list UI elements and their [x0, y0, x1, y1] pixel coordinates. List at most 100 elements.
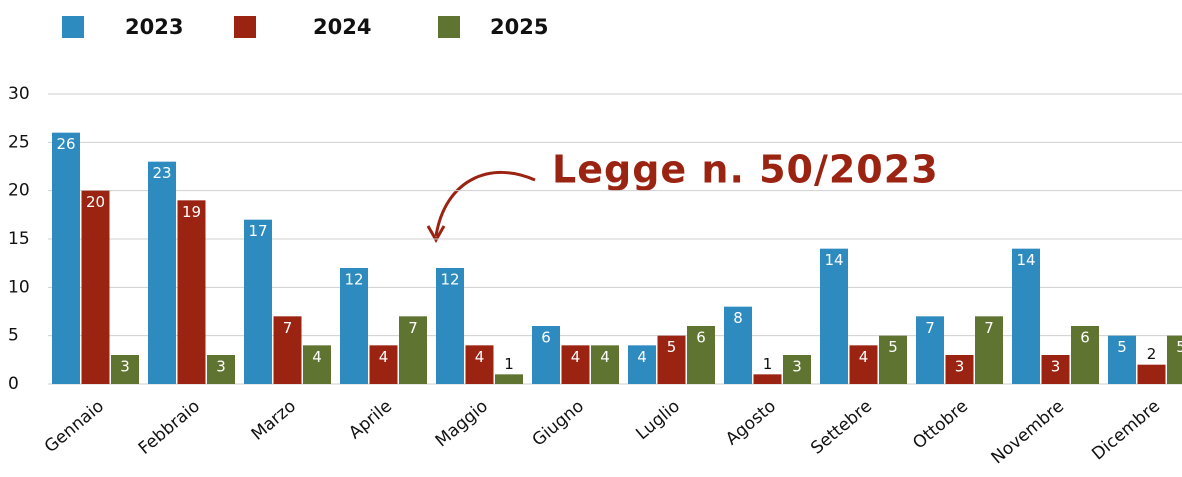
- value-label: 7: [925, 319, 935, 337]
- bar: [303, 345, 331, 384]
- bar: [207, 355, 235, 384]
- value-label: 23: [152, 164, 171, 182]
- x-tick-label: Gennaio: [41, 396, 108, 457]
- value-label: 5: [1117, 338, 1127, 356]
- x-tick-label: Settebre: [807, 396, 876, 458]
- value-label: 1: [763, 355, 773, 373]
- value-label: 4: [637, 348, 647, 366]
- bar: [52, 132, 80, 384]
- bar: [687, 326, 715, 384]
- bar: [1108, 335, 1136, 384]
- bar: [273, 316, 302, 384]
- bar: [1071, 326, 1099, 384]
- legend-label: 2024: [313, 15, 371, 39]
- bar: [879, 335, 907, 384]
- value-label: 4: [600, 348, 610, 366]
- value-label: 7: [984, 319, 994, 337]
- x-tick-label: Aprile: [345, 396, 396, 443]
- value-label: 7: [283, 319, 293, 337]
- value-label: 17: [248, 222, 267, 240]
- x-tick-label: Luglio: [632, 396, 684, 444]
- value-label: 2: [1147, 345, 1157, 363]
- value-label: 4: [571, 348, 581, 366]
- bar: [81, 190, 110, 384]
- legend-label: 2023: [125, 15, 183, 39]
- value-label: 3: [955, 358, 965, 376]
- legend-swatch: [62, 16, 84, 38]
- bar: [849, 345, 878, 384]
- bar: [628, 345, 656, 384]
- bar: [399, 316, 427, 384]
- y-tick-label: 20: [8, 181, 30, 201]
- value-label: 3: [792, 358, 802, 376]
- bar: [783, 355, 811, 384]
- bar: [753, 374, 782, 384]
- annotation-arrowhead: [426, 225, 446, 244]
- x-tick-label: Novembre: [988, 396, 1068, 468]
- bar: [495, 374, 523, 384]
- bar: [111, 355, 139, 384]
- bar: [820, 248, 848, 384]
- y-tick-label: 15: [8, 229, 30, 249]
- value-label: 26: [56, 135, 75, 153]
- value-label: 4: [379, 348, 389, 366]
- x-tick-label: Maggio: [432, 396, 492, 451]
- x-tick-label: Dicembre: [1088, 396, 1164, 464]
- bar: [1012, 248, 1040, 384]
- value-label: 14: [1016, 251, 1035, 269]
- y-tick-label: 0: [8, 374, 19, 394]
- x-tick-label: Marzo: [248, 396, 300, 444]
- legend-swatch: [234, 16, 256, 38]
- bar: [1167, 335, 1182, 384]
- bar: [975, 316, 1003, 384]
- bar: [340, 268, 368, 384]
- value-label: 7: [408, 319, 418, 337]
- value-label: 3: [1051, 358, 1061, 376]
- value-label: 6: [1080, 329, 1090, 347]
- annotation-arrow: [434, 170, 536, 237]
- bar: [724, 306, 752, 384]
- value-label: 5: [888, 338, 898, 356]
- value-label: 6: [696, 329, 706, 347]
- value-label: 20: [86, 193, 105, 211]
- value-label: 12: [344, 271, 363, 289]
- legend-swatch: [438, 16, 460, 38]
- value-label: 3: [216, 358, 226, 376]
- bar: [1137, 364, 1166, 384]
- value-label: 12: [440, 271, 459, 289]
- bar: [244, 219, 272, 384]
- x-tick-label: Giugno: [529, 396, 588, 450]
- value-label: 5: [667, 338, 677, 356]
- value-label: 4: [475, 348, 485, 366]
- value-label: 3: [120, 358, 130, 376]
- bar: [945, 355, 974, 384]
- value-label: 4: [312, 348, 322, 366]
- bar: [177, 200, 206, 384]
- x-tick-label: Ottobre: [909, 396, 972, 453]
- value-label: 5: [1176, 338, 1182, 356]
- y-tick-label: 5: [8, 326, 19, 346]
- bar: [465, 345, 494, 384]
- bar: [148, 161, 176, 384]
- x-tick-label: Agosto: [722, 396, 780, 449]
- bar: [436, 268, 464, 384]
- bar: [916, 316, 944, 384]
- bar: [369, 345, 398, 384]
- legend-label: 2025: [490, 15, 548, 39]
- bar: [1041, 355, 1070, 384]
- value-label: 1: [504, 355, 514, 373]
- value-label: 6: [541, 329, 551, 347]
- bar: [561, 345, 590, 384]
- annotation: Legge n. 50/2023: [552, 148, 939, 192]
- value-label: 8: [733, 309, 743, 327]
- y-tick-label: 25: [8, 132, 30, 152]
- bar: [532, 326, 560, 384]
- value-label: 14: [824, 251, 843, 269]
- value-label: 19: [182, 203, 201, 221]
- value-label: 4: [859, 348, 869, 366]
- y-tick-label: 30: [8, 84, 30, 104]
- bar: [657, 335, 686, 384]
- x-tick-label: Febbraio: [135, 396, 204, 459]
- y-tick-label: 10: [8, 277, 30, 297]
